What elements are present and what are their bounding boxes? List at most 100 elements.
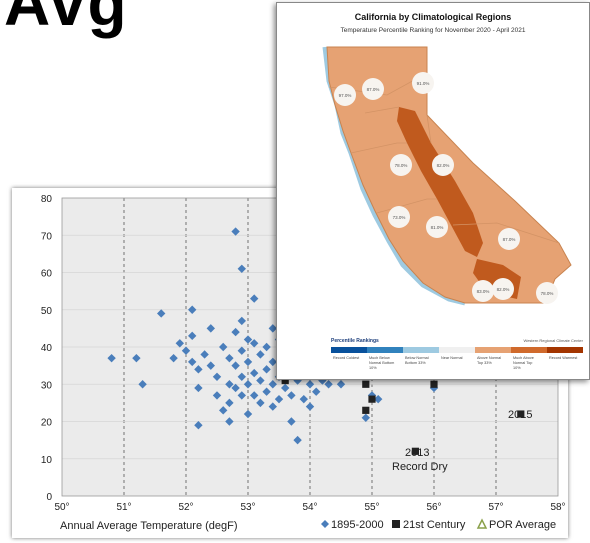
point-21st-century xyxy=(362,406,370,414)
point-1895-2000 xyxy=(361,413,370,422)
point-1895-2000 xyxy=(212,372,222,381)
point-1895-2000 xyxy=(287,417,296,426)
legend-label-1895-2000: 1895-2000 xyxy=(331,519,384,531)
central-valley-region xyxy=(397,107,483,257)
region-bubble-7 xyxy=(426,216,448,238)
point-21st-century xyxy=(281,376,289,385)
point-1895-2000 xyxy=(250,339,259,348)
tick-labels: 50° 51° 52° 53° 54° 55° 56° 57° 58° 0 10 20 30 40 50 60… xyxy=(41,194,566,513)
point-1895-2000 xyxy=(157,309,166,318)
x-tick-label: 51° xyxy=(116,502,131,513)
annotation-2015: 2015 xyxy=(508,409,532,421)
y-tick-label: 40 xyxy=(41,343,53,354)
point-1895-2000 xyxy=(262,387,271,396)
point-1895-2000 xyxy=(243,380,253,389)
point-1895-2000 xyxy=(175,339,184,348)
point-1895-2000 xyxy=(212,391,222,400)
point-1895-2000 xyxy=(169,353,178,363)
legend-category-label: Above Normal xyxy=(477,356,501,360)
point-1895-2000 xyxy=(268,357,277,367)
cropped-header-text: Avg xyxy=(4,0,129,39)
legend-marker-por-average xyxy=(476,518,488,529)
point-1895-2000 xyxy=(237,372,246,381)
map-legend-title: Percentile Rankings xyxy=(331,338,379,344)
point-21st-century xyxy=(517,410,525,418)
california-map-card: California by Climatological Regions Tem… xyxy=(276,2,590,380)
x-tick-label: 50° xyxy=(54,502,69,513)
legend-marker-1895-2000 xyxy=(321,520,329,528)
x-tick-label: 53° xyxy=(240,502,255,513)
point-21st-century xyxy=(430,380,438,388)
y-tick-label: 0 xyxy=(46,492,52,503)
region-value-1: 97.0% xyxy=(339,93,352,98)
point-1895-2000 xyxy=(188,357,197,367)
region-value-7: 81.0% xyxy=(431,225,444,230)
annotation-2013: 2013 xyxy=(405,447,429,459)
point-1895-2000 xyxy=(299,394,308,404)
point-1895-2000 xyxy=(206,361,215,370)
region-bubble-11 xyxy=(536,282,558,304)
annotation-record-dry: Record Dry xyxy=(392,461,448,473)
point-1895-2000 xyxy=(194,421,203,430)
point-1895-2000 xyxy=(181,346,191,355)
point-1895-2000 xyxy=(268,380,277,389)
region-value-9: 83.0% xyxy=(477,289,490,294)
point-1895-2000 xyxy=(237,391,246,400)
legend-category-label: Near Normal xyxy=(441,356,463,360)
point-1895-2000 xyxy=(274,394,284,404)
point-1895-2000 xyxy=(268,402,277,411)
legend-category-label: Normal Bottom xyxy=(369,361,394,365)
legend-label-por-average: POR Average xyxy=(489,519,556,531)
region-values: 97.0% 87.0% 91.0% 78.0% 82.0% 73.0% 81.0… xyxy=(334,72,558,304)
legend-category-label: Bottom 33% xyxy=(405,361,426,365)
region-bubble-1 xyxy=(334,84,356,106)
region-bubble-10 xyxy=(492,278,514,300)
point-1895-2000 xyxy=(194,365,203,374)
legend-category-label: Normal Top xyxy=(513,361,532,365)
legend-category-label: Below Normal xyxy=(405,356,429,360)
point-1895-2000 xyxy=(237,346,246,355)
region-value-11: 78.0% xyxy=(541,291,554,296)
point-1895-2000 xyxy=(262,342,271,352)
point-1895-2000 xyxy=(225,398,234,408)
point-21st-century xyxy=(411,447,419,455)
x-tick-label: 56° xyxy=(426,502,441,513)
map-subtitle: Temperature Percentile Ranking for Novem… xyxy=(341,27,526,34)
point-1895-2000 xyxy=(231,361,240,370)
region-value-4: 78.0% xyxy=(395,163,408,168)
point-1895-2000 xyxy=(262,365,271,374)
y-tick-label: 10 xyxy=(41,455,53,466)
point-1895-2000 xyxy=(237,264,246,273)
x-tick-label: 57° xyxy=(488,502,503,513)
point-1895-2000 xyxy=(243,335,253,344)
point-1895-2000 xyxy=(225,417,234,426)
point-1895-2000 xyxy=(138,380,147,389)
legend-category-label: Much Above xyxy=(513,356,534,360)
x-tick-label: 58° xyxy=(550,502,565,513)
point-1895-2000 xyxy=(324,380,333,389)
y-tick-label: 80 xyxy=(41,194,53,205)
region-value-3: 91.0% xyxy=(417,81,430,86)
point-1895-2000 xyxy=(243,357,253,367)
region-value-5: 82.0% xyxy=(437,163,450,168)
point-1895-2000 xyxy=(237,316,246,326)
region-value-2: 87.0% xyxy=(367,87,380,92)
point-1895-2000 xyxy=(231,227,240,236)
legend-category-label: Record Warmest xyxy=(549,356,578,360)
region-bubble-4 xyxy=(390,154,412,176)
legend-swatch xyxy=(403,347,439,353)
point-1895-2000 xyxy=(243,409,253,419)
point-21st-century xyxy=(368,395,376,403)
region-bubble-5 xyxy=(432,154,454,176)
point-1895-2000 xyxy=(336,380,346,389)
point-1895-2000 xyxy=(219,406,228,415)
region-bubble-9 xyxy=(472,280,494,302)
point-1895-2000 xyxy=(281,383,290,393)
region-value-6: 73.0% xyxy=(393,215,406,220)
point-1895-2000 xyxy=(250,294,259,303)
y-tick-label: 50 xyxy=(41,306,53,317)
point-1895-2000 xyxy=(305,380,315,389)
x-tick-label: 54° xyxy=(302,502,317,513)
point-1895-2000 xyxy=(312,387,321,396)
x-axis-label: Annual Average Temperature (degF) xyxy=(60,520,238,532)
